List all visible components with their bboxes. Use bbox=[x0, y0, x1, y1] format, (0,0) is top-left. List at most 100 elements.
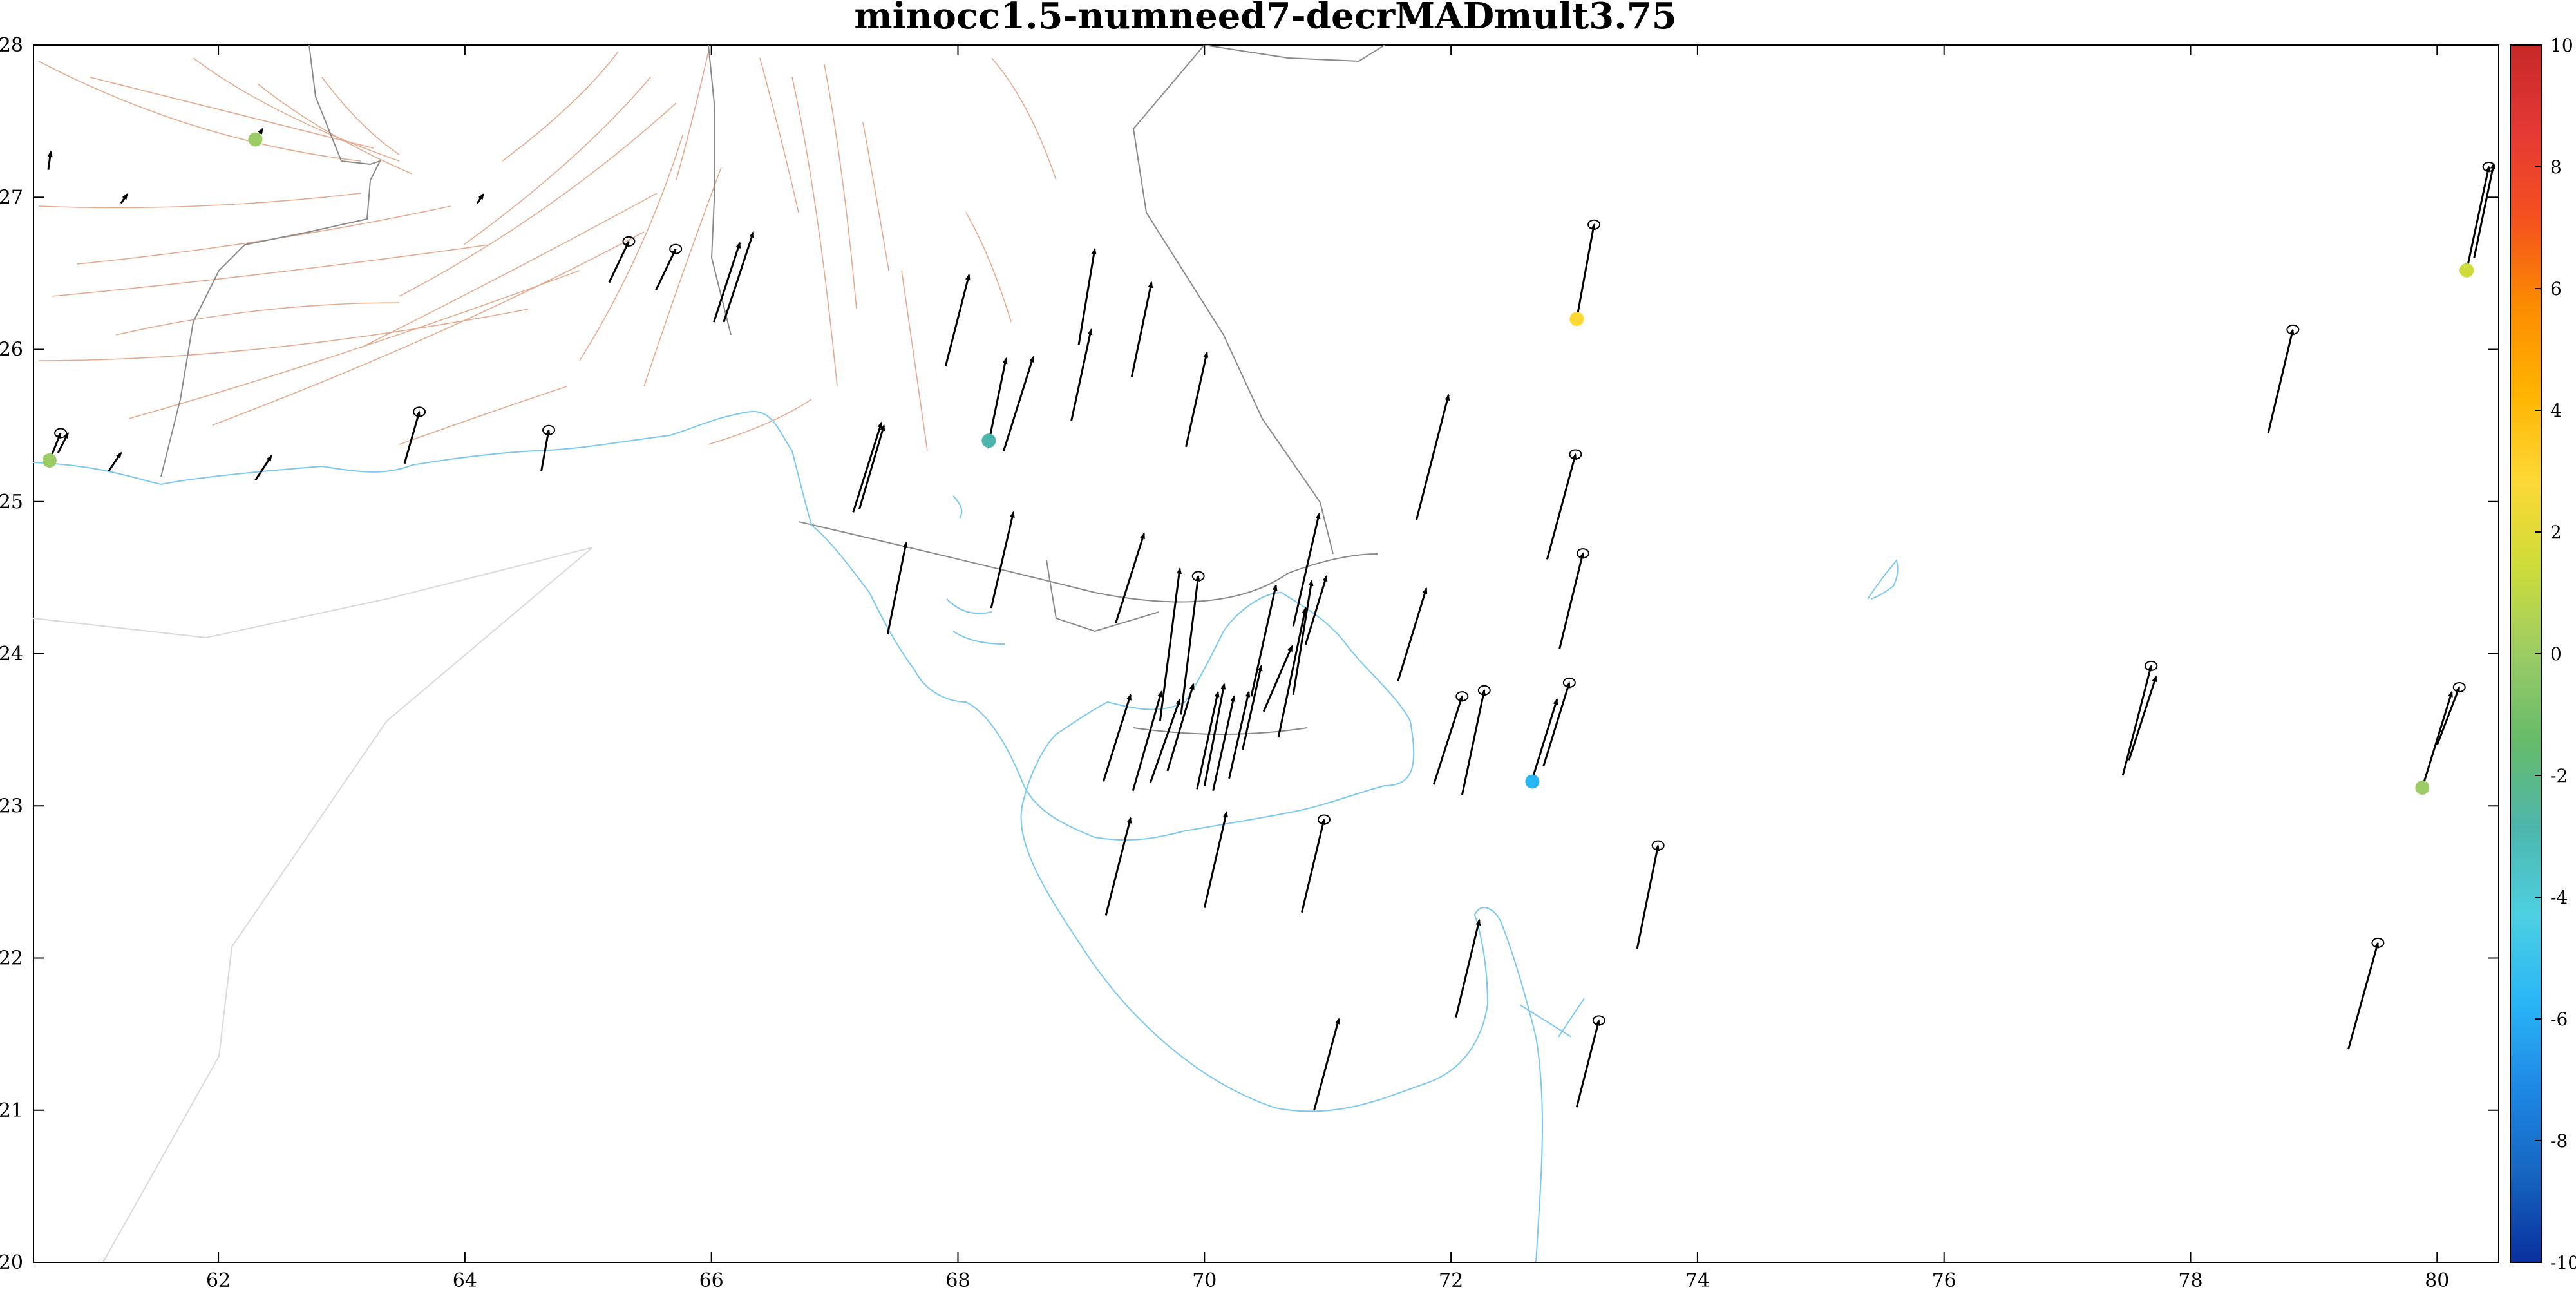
x-tick-label: 64 bbox=[453, 1269, 477, 1292]
colored-stations bbox=[43, 132, 2474, 794]
velocity-vector bbox=[1132, 283, 1151, 377]
colorbar-tick-label: -2 bbox=[2550, 765, 2568, 786]
axis-ticks bbox=[33, 45, 2499, 1262]
velocity-vector bbox=[256, 456, 272, 480]
velocity-vector bbox=[1204, 812, 1226, 908]
colorbar-tick-label: 6 bbox=[2550, 278, 2562, 299]
y-tick-label: 20 bbox=[0, 1251, 23, 1274]
velocity-vector bbox=[1103, 695, 1130, 782]
velocity-vector bbox=[2422, 692, 2452, 788]
velocity-vector bbox=[1072, 330, 1092, 421]
velocity-vector bbox=[656, 249, 676, 290]
velocity-vector bbox=[1213, 696, 1235, 790]
velocity-vectors bbox=[48, 129, 2494, 1110]
station-point bbox=[43, 453, 57, 468]
colorbar-tick-label: 0 bbox=[2550, 643, 2562, 665]
boundaries-light bbox=[33, 547, 592, 1262]
velocity-vector bbox=[1302, 820, 1324, 913]
velocity-vector bbox=[2437, 687, 2459, 745]
velocity-vector bbox=[887, 543, 906, 634]
velocity-vector bbox=[1160, 569, 1180, 721]
velocity-vector bbox=[2129, 676, 2156, 760]
station-point bbox=[2415, 781, 2429, 795]
y-tick-label: 24 bbox=[0, 643, 23, 665]
y-tick-label: 25 bbox=[0, 491, 23, 513]
velocity-vector bbox=[109, 453, 121, 471]
velocity-vector bbox=[1547, 455, 1575, 560]
x-tick-label: 68 bbox=[945, 1269, 970, 1292]
station-point bbox=[1525, 774, 1539, 788]
velocity-vector bbox=[1434, 696, 1462, 784]
x-tick-label: 70 bbox=[1192, 1269, 1217, 1292]
fault-lines bbox=[39, 52, 1056, 451]
velocity-vector bbox=[1417, 395, 1449, 520]
velocity-vector bbox=[853, 423, 882, 512]
velocity-vector bbox=[1462, 690, 1484, 795]
chart-title: minocc1.5-numneed7-decrMADmult3.75 bbox=[854, 0, 1676, 37]
colorbar-tick-label: -8 bbox=[2550, 1130, 2568, 1152]
y-tick-label: 22 bbox=[0, 947, 23, 970]
x-tick-labels: 62 64 66 68 70 72 74 76 78 80 bbox=[206, 1269, 2449, 1292]
velocity-vector bbox=[1577, 1020, 1598, 1107]
velocity-vector bbox=[1531, 699, 1557, 783]
station-point bbox=[981, 433, 996, 448]
colorbar-tick-label: 10 bbox=[2550, 35, 2573, 56]
y-tick-label: 27 bbox=[0, 186, 23, 209]
y-tick-label: 28 bbox=[0, 34, 23, 57]
x-tick-label: 62 bbox=[206, 1269, 231, 1292]
colorbar: -10 -8 -6 -4 -2 0 2 4 6 8 10 bbox=[2510, 35, 2576, 1273]
x-tick-label: 78 bbox=[2178, 1269, 2202, 1292]
station-point bbox=[249, 132, 263, 146]
station-point bbox=[1569, 312, 1584, 326]
colorbar-tick-label: 2 bbox=[2550, 522, 2562, 543]
velocity-vector bbox=[1079, 249, 1095, 345]
velocity-vector bbox=[1314, 1019, 1339, 1110]
station-point bbox=[2459, 263, 2474, 278]
velocity-vector bbox=[1186, 352, 1208, 446]
velocity-vector bbox=[2474, 164, 2494, 258]
geography-layer bbox=[33, 45, 1898, 1262]
velocity-vector bbox=[859, 426, 884, 509]
y-tick-label: 26 bbox=[0, 339, 23, 361]
velocity-vector bbox=[1115, 533, 1144, 623]
velocity-vector bbox=[945, 275, 969, 366]
velocity-vector bbox=[121, 195, 128, 204]
y-tick-label: 23 bbox=[0, 795, 23, 817]
velocity-vector bbox=[1456, 920, 1479, 1017]
velocity-vector bbox=[1278, 608, 1305, 737]
velocity-vector bbox=[1168, 684, 1193, 771]
colorbar-tick-label: 4 bbox=[2550, 400, 2562, 421]
velocity-vector bbox=[1577, 225, 1594, 319]
colorbar-tick-label: -10 bbox=[2550, 1252, 2576, 1273]
colorbar-tick-label: 8 bbox=[2550, 157, 2562, 178]
x-tick-label: 72 bbox=[1439, 1269, 1463, 1292]
velocity-vector bbox=[1133, 692, 1161, 791]
colorbar-tick-label: -6 bbox=[2550, 1009, 2568, 1030]
velocity-vector bbox=[2123, 666, 2151, 775]
y-tick-label: 21 bbox=[0, 1099, 23, 1122]
velocity-vector bbox=[477, 195, 484, 204]
y-tick-labels: 20 21 22 23 24 25 26 27 28 bbox=[0, 34, 23, 1274]
velocity-vector bbox=[1560, 553, 1583, 649]
x-tick-label: 74 bbox=[1685, 1269, 1710, 1292]
velocity-vector bbox=[1204, 684, 1224, 786]
colorbar-tick-label: -4 bbox=[2550, 887, 2568, 908]
velocity-vector bbox=[2467, 167, 2488, 271]
velocity-vector bbox=[991, 512, 1013, 608]
x-tick-label: 80 bbox=[2425, 1269, 2449, 1292]
velocity-vector bbox=[2268, 330, 2293, 433]
x-tick-label: 66 bbox=[699, 1269, 724, 1292]
velocity-vector bbox=[1544, 683, 1569, 766]
x-tick-label: 76 bbox=[1932, 1269, 1956, 1292]
velocity-vector bbox=[1293, 581, 1312, 695]
borders bbox=[161, 45, 1385, 734]
coastline bbox=[33, 412, 1898, 1262]
velocity-vector bbox=[2348, 943, 2378, 1049]
velocity-vector bbox=[1003, 357, 1033, 451]
plot-frame bbox=[33, 45, 2499, 1262]
velocity-vector bbox=[1106, 818, 1130, 915]
velocity-vector bbox=[48, 151, 51, 169]
velocity-vector bbox=[1398, 588, 1426, 681]
velocity-vector bbox=[1264, 646, 1292, 712]
